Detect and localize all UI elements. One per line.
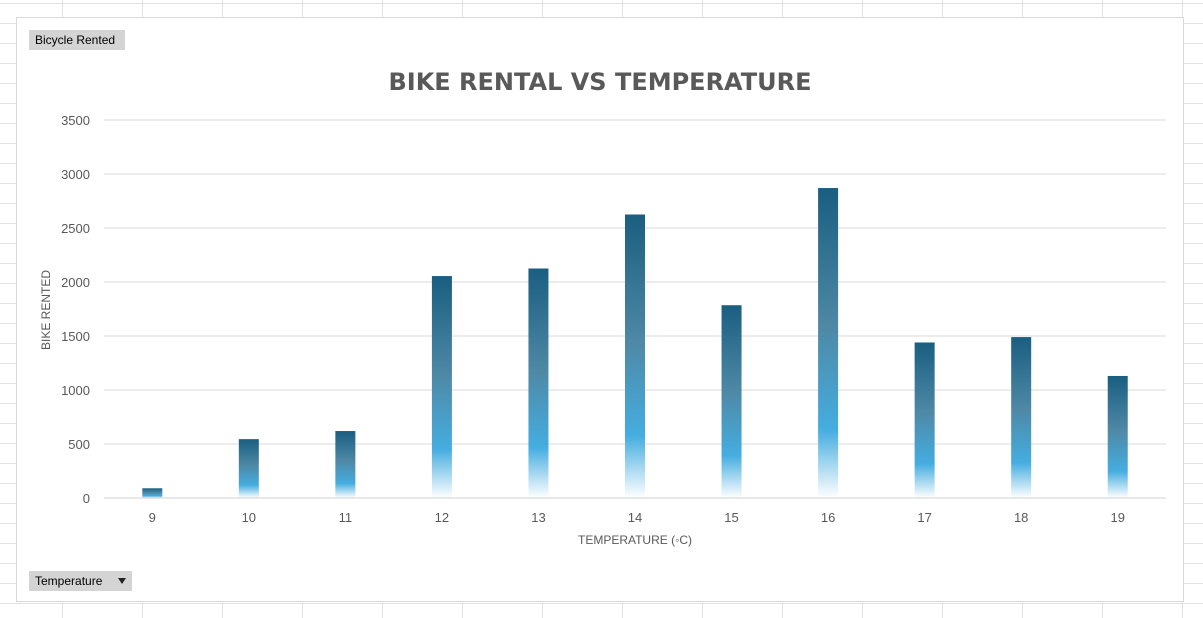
bar-13	[528, 268, 549, 498]
chart-title: BIKE RENTAL VS TEMPERATURE	[388, 68, 811, 96]
x-tick-label: 16	[821, 510, 835, 525]
axis-field-label: Temperature	[35, 574, 103, 588]
dropdown-arrow-icon[interactable]	[118, 578, 126, 584]
bar-15	[721, 305, 742, 498]
bar-16	[818, 188, 839, 499]
y-tick-label: 1500	[61, 329, 90, 344]
y-tick-label: 2000	[61, 275, 90, 290]
bar-9	[142, 488, 163, 498]
x-tick-label: 17	[917, 510, 931, 525]
x-axis-ticks: 9 10 11 12 13 14 15 16 17 18 19	[149, 510, 1125, 525]
x-tick-label: 19	[1110, 510, 1124, 525]
values-field-button[interactable]: Bicycle Rented	[29, 30, 125, 50]
x-tick-label: 12	[435, 510, 449, 525]
bar-19	[1107, 375, 1128, 498]
y-tick-label: 500	[68, 437, 90, 452]
x-tick-label: 11	[339, 510, 353, 525]
x-tick-label: 10	[242, 510, 256, 525]
bars	[142, 188, 1128, 499]
y-tick-label: 3000	[61, 167, 90, 182]
bar-18	[1011, 337, 1032, 498]
x-tick-label: 9	[149, 510, 156, 525]
y-axis-title: BIKE RENTED	[39, 270, 53, 350]
x-axis-title: TEMPERATURE (◦C)	[578, 533, 692, 547]
bar-14	[625, 214, 645, 498]
y-tick-label: 3500	[61, 113, 90, 128]
x-tick-label: 15	[724, 510, 738, 525]
bar-12	[431, 276, 452, 498]
x-tick-label: 18	[1014, 510, 1028, 525]
y-tick-label: 1000	[61, 383, 90, 398]
bar-10	[238, 439, 259, 498]
x-tick-label: 13	[531, 510, 545, 525]
axis-field-button[interactable]: Temperature	[29, 571, 132, 591]
y-axis-ticks: 0 500 1000 1500 2000 2500 3000 3500	[61, 113, 90, 506]
y-tick-label: 0	[83, 491, 90, 506]
x-tick-label: 14	[628, 510, 642, 525]
values-field-label: Bicycle Rented	[35, 33, 116, 47]
bar-11	[335, 431, 356, 498]
bar-17	[914, 342, 935, 498]
chart-area	[16, 17, 1184, 602]
y-tick-label: 2500	[61, 221, 90, 236]
